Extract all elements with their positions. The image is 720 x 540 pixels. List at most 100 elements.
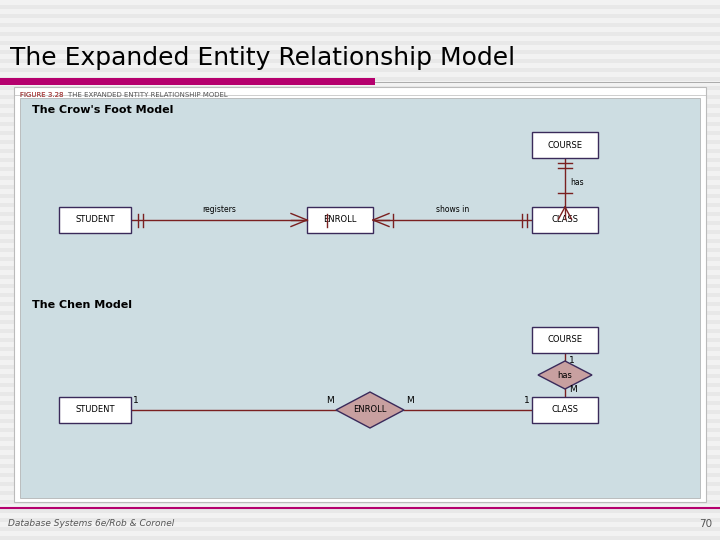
Bar [0, 266, 720, 270]
Bar [0, 297, 720, 301]
Text: ENROLL: ENROLL [323, 215, 356, 225]
Text: STUDENT: STUDENT [76, 215, 114, 225]
Bar [0, 441, 720, 445]
Bar [0, 216, 720, 220]
Bar [0, 176, 720, 180]
Bar [20, 98, 700, 498]
Bar [0, 180, 720, 185]
Bar [0, 409, 720, 414]
Bar [0, 189, 720, 193]
Bar [0, 158, 720, 162]
Bar [0, 450, 720, 455]
Text: M: M [406, 396, 414, 405]
Bar [532, 207, 598, 233]
Bar [0, 333, 720, 338]
Bar [0, 144, 720, 148]
Bar [0, 72, 720, 77]
Bar [0, 490, 720, 495]
Text: M: M [569, 385, 577, 394]
Text: FIGURE 3.28  THE EXPANDED ENTITY RELATIONSHIP MODEL: FIGURE 3.28 THE EXPANDED ENTITY RELATION… [20, 92, 228, 98]
Bar [0, 522, 720, 526]
Bar [0, 40, 720, 45]
Bar [0, 139, 720, 144]
Bar [0, 104, 720, 108]
Bar [0, 455, 720, 459]
Bar [0, 477, 720, 482]
Bar [0, 364, 720, 369]
Text: ENROLL: ENROLL [354, 406, 387, 415]
Bar [0, 284, 720, 288]
Text: FIGURE 3.28: FIGURE 3.28 [20, 92, 68, 98]
Bar [0, 432, 720, 436]
Bar [0, 517, 720, 522]
Bar [0, 459, 720, 463]
Text: Database Systems 6e/Rob & Coronel: Database Systems 6e/Rob & Coronel [8, 519, 174, 529]
Text: 1: 1 [133, 396, 139, 405]
Bar [0, 77, 720, 81]
Text: The Crow's Foot Model: The Crow's Foot Model [32, 105, 174, 115]
Bar [0, 63, 720, 68]
Bar [0, 202, 720, 207]
Bar [0, 526, 720, 531]
Bar [532, 327, 598, 353]
Text: CLASS: CLASS [552, 215, 578, 225]
Bar [0, 90, 720, 94]
Bar [0, 81, 720, 85]
Bar [0, 315, 720, 320]
Text: The Expanded Entity Relationship Model: The Expanded Entity Relationship Model [10, 46, 515, 70]
Bar [0, 225, 720, 229]
Bar [0, 513, 720, 517]
Bar [0, 198, 720, 202]
Bar [0, 486, 720, 490]
Bar [0, 347, 720, 351]
Bar [0, 14, 720, 18]
Bar [0, 414, 720, 418]
Polygon shape [538, 361, 592, 389]
Bar [0, 54, 720, 58]
Bar [0, 162, 720, 166]
Text: M: M [326, 396, 334, 405]
Bar [0, 536, 720, 540]
Bar [0, 270, 720, 274]
Bar [0, 94, 720, 99]
Bar [0, 247, 720, 252]
Text: CLASS: CLASS [552, 406, 578, 415]
Bar [0, 293, 720, 297]
Text: registers: registers [202, 205, 236, 214]
Bar [0, 274, 720, 279]
Bar [0, 324, 720, 328]
Bar [0, 230, 720, 234]
Bar [0, 239, 720, 243]
Bar [0, 0, 720, 4]
Bar [0, 131, 720, 135]
Bar [0, 446, 720, 450]
Bar [0, 135, 720, 139]
Bar [0, 166, 720, 171]
Bar [0, 369, 720, 374]
Bar [532, 397, 598, 423]
Text: 1: 1 [569, 356, 575, 365]
Bar [0, 27, 720, 31]
Bar [0, 500, 720, 504]
Bar [0, 423, 720, 428]
Bar [0, 122, 720, 126]
Bar [0, 382, 720, 387]
Bar [0, 256, 720, 261]
Bar [0, 288, 720, 293]
Bar [59, 397, 131, 423]
Bar [0, 207, 720, 212]
Bar [0, 193, 720, 198]
Bar [0, 78, 375, 85]
Bar [14, 87, 706, 502]
Bar [0, 472, 720, 477]
Bar [0, 108, 720, 112]
Text: 70: 70 [699, 519, 712, 529]
Text: COURSE: COURSE [547, 335, 582, 345]
Bar [0, 9, 720, 14]
Bar [0, 495, 720, 500]
Bar [0, 401, 720, 405]
Bar [0, 310, 720, 315]
Text: 1: 1 [524, 396, 530, 405]
Bar [0, 301, 720, 306]
Bar [0, 261, 720, 266]
